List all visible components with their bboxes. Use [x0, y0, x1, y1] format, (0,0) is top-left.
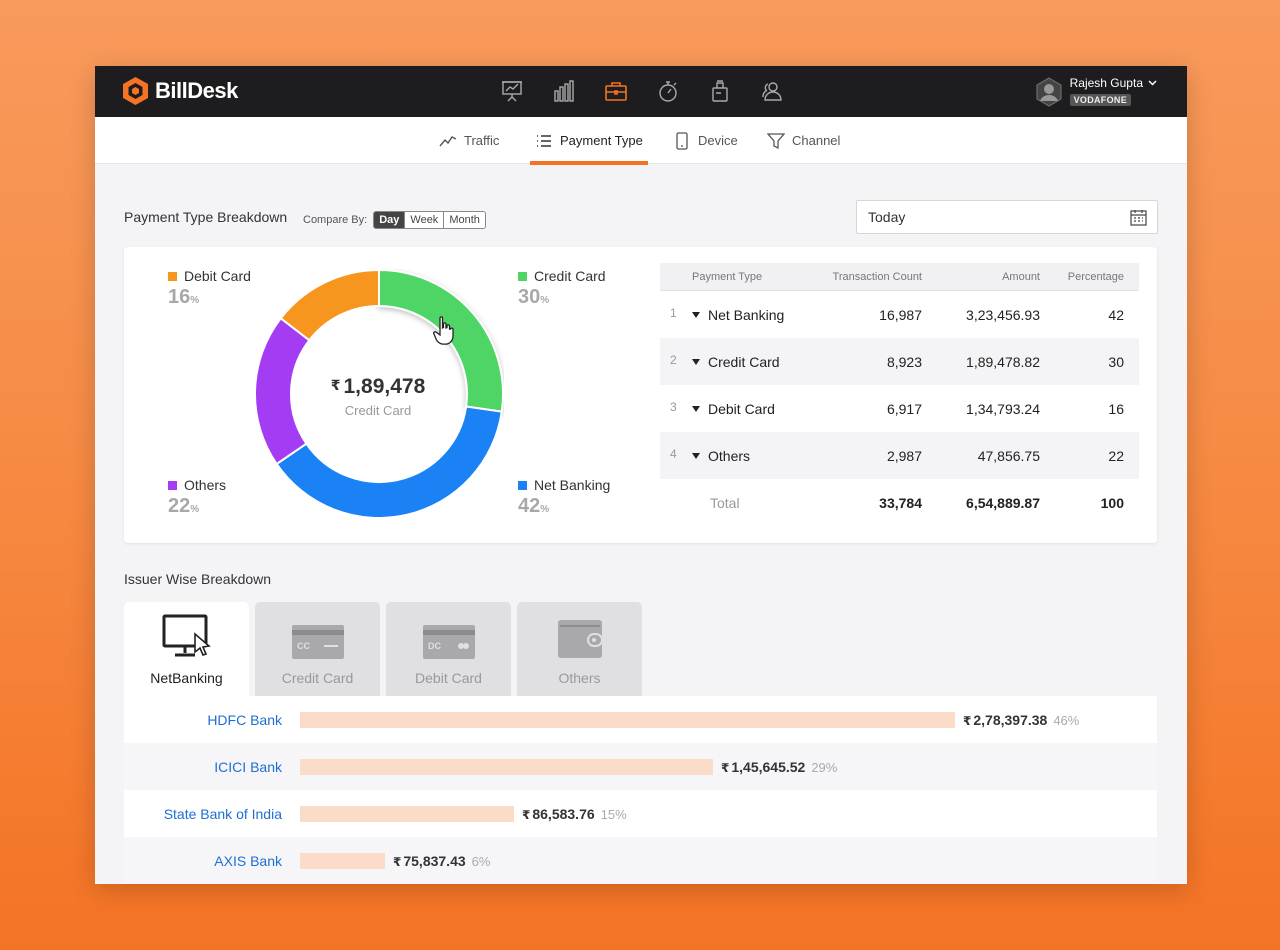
legend-swatch: [518, 271, 527, 281]
donut-slice-debit-card[interactable]: [279, 269, 380, 342]
mobile-icon: [676, 131, 688, 150]
expand-caret-icon[interactable]: [692, 358, 700, 365]
debit-card-icon: DC: [422, 625, 475, 659]
table-row: AXIS Bank ₹75,837.43 6%: [124, 837, 1157, 884]
chevron-down-icon: [1148, 80, 1157, 86]
issuer-bar: [300, 758, 713, 775]
tab-others[interactable]: Others: [517, 602, 642, 696]
users-icon[interactable]: [759, 78, 785, 104]
table-row[interactable]: 4 Others 2,987 47,856.75 22: [660, 432, 1139, 479]
user-name: Rajesh Gupta: [1070, 76, 1157, 90]
card-label-dc: DC: [428, 641, 441, 651]
legend-others: Others 22%: [168, 477, 227, 517]
legend-swatch: [168, 480, 177, 490]
date-value: Today: [868, 209, 906, 225]
hand-cursor-icon: [433, 316, 454, 345]
table-row[interactable]: 2 Credit Card 8,923 1,89,478.82 30: [660, 338, 1139, 385]
issuer-bar: [300, 805, 514, 822]
center-label: Credit Card: [344, 403, 412, 418]
credit-card-icon: CC: [291, 625, 344, 659]
compare-week-button[interactable]: Week: [404, 212, 444, 228]
issuer-bar: [300, 711, 955, 728]
expand-caret-icon[interactable]: [692, 311, 700, 318]
issuer-amount: ₹1,45,645.52 29%: [721, 758, 838, 775]
issuer-bar: [300, 852, 385, 869]
bank-link[interactable]: State Bank of India: [163, 805, 282, 822]
issuer-amount: ₹86,583.76 15%: [522, 805, 627, 822]
table-row[interactable]: 3 Debit Card 6,917 1,34,793.24 16: [670, 400, 1124, 417]
bottle-icon[interactable]: [707, 78, 733, 104]
table-total-row: Total 33,784 6,54,889.87 100: [710, 494, 1124, 511]
wallet-icon: [557, 620, 603, 658]
compare-by: Compare By: Day Week Month: [303, 211, 486, 229]
list-icon: [537, 134, 551, 147]
breakdown-card: Debit Card 16% Credit Card 30% Others 22…: [124, 247, 1157, 543]
top-nav: [499, 78, 785, 104]
legend-swatch: [168, 271, 177, 281]
card-label-cc: CC: [297, 641, 310, 651]
bank-link[interactable]: ICICI Bank: [214, 758, 282, 775]
trend-line-icon: [439, 135, 457, 146]
issuer-amount: ₹75,837.43 6%: [393, 852, 491, 869]
stopwatch-icon[interactable]: [655, 78, 681, 104]
compare-month-button[interactable]: Month: [443, 212, 485, 228]
donut-slice-net-banking[interactable]: [275, 405, 503, 519]
center-amount: ₹1,89,478: [330, 375, 426, 398]
header-transaction-count[interactable]: Transaction Count: [832, 270, 922, 283]
billdesk-logo-icon: [123, 77, 148, 105]
table-row: HDFC Bank ₹2,78,397.38 46%: [124, 696, 1157, 743]
table-header: Payment Type Transaction Count Amount Pe…: [660, 263, 1139, 291]
avatar: [1036, 77, 1062, 107]
top-bar: BillDesk: [95, 66, 1187, 117]
expand-caret-icon[interactable]: [692, 452, 700, 459]
tab-debit-card[interactable]: DC Debit Card: [386, 602, 511, 696]
briefcase-icon[interactable]: [603, 78, 629, 104]
table-row: State Bank of India ₹86,583.76 15%: [124, 790, 1157, 837]
compare-label: Compare By:: [303, 214, 368, 226]
tab-payment-type[interactable]: Payment Type: [530, 117, 648, 165]
header-payment-type[interactable]: Payment Type: [692, 270, 763, 283]
filter-icon: [767, 132, 785, 149]
expand-caret-icon[interactable]: [692, 405, 700, 412]
calendar-icon[interactable]: [1130, 209, 1147, 226]
compare-toggle: Day Week Month: [373, 211, 486, 229]
logo[interactable]: BillDesk: [122, 76, 238, 106]
legend-credit-card: Credit Card 30%: [518, 268, 606, 308]
tab-channel[interactable]: Channel: [767, 117, 840, 164]
bank-link[interactable]: HDFC Bank: [207, 711, 282, 728]
logo-text: BillDesk: [155, 78, 238, 103]
tab-traffic[interactable]: Traffic: [439, 117, 499, 164]
issuer-title: Issuer Wise Breakdown: [124, 571, 272, 587]
donut-center: ₹1,89,478 Credit Card: [284, 375, 472, 418]
date-picker[interactable]: Today: [856, 200, 1158, 234]
legend-net-banking: Net Banking 42%: [518, 477, 611, 517]
user-org-badge: VODAFONE: [1069, 94, 1132, 106]
presentation-icon[interactable]: [499, 78, 525, 104]
legend-swatch: [518, 480, 527, 490]
compare-day-button[interactable]: Day: [374, 212, 405, 228]
bank-link[interactable]: AXIS Bank: [214, 852, 282, 869]
app-window: BillDesk: [95, 66, 1187, 884]
tab-netbanking[interactable]: NetBanking: [124, 602, 249, 696]
user-menu[interactable]: Rajesh Gupta VODAFONE: [1036, 76, 1157, 108]
header-amount[interactable]: Amount: [1002, 270, 1040, 283]
tab-credit-card[interactable]: CC Credit Card: [255, 602, 380, 696]
bar-chart-icon[interactable]: [551, 78, 577, 104]
payment-type-table: Payment Type Transaction Count Amount Pe…: [660, 263, 1139, 526]
donut-chart[interactable]: [254, 269, 504, 519]
sub-nav: Traffic Payment Type Device Channel: [95, 117, 1187, 165]
breakdown-title: Payment Type Breakdown: [124, 209, 288, 225]
issuer-bar-list: HDFC Bank ₹2,78,397.38 46% ICICI Bank ₹1,45,…: [124, 696, 1157, 884]
header-percentage[interactable]: Percentage: [1067, 270, 1124, 283]
tab-device[interactable]: Device: [673, 117, 738, 164]
issuer-tabs: NetBanking CC Credit Card DC Debit Card: [124, 602, 642, 696]
legend-debit-card: Debit Card 16%: [168, 268, 251, 308]
table-row[interactable]: 1 Net Banking 16,987 3,23,456.93 42: [670, 306, 1124, 323]
table-row: ICICI Bank ₹1,45,645.52 29%: [124, 743, 1157, 790]
issuer-amount: ₹2,78,397.38 46%: [963, 711, 1080, 728]
monitor-icon: [162, 614, 211, 657]
